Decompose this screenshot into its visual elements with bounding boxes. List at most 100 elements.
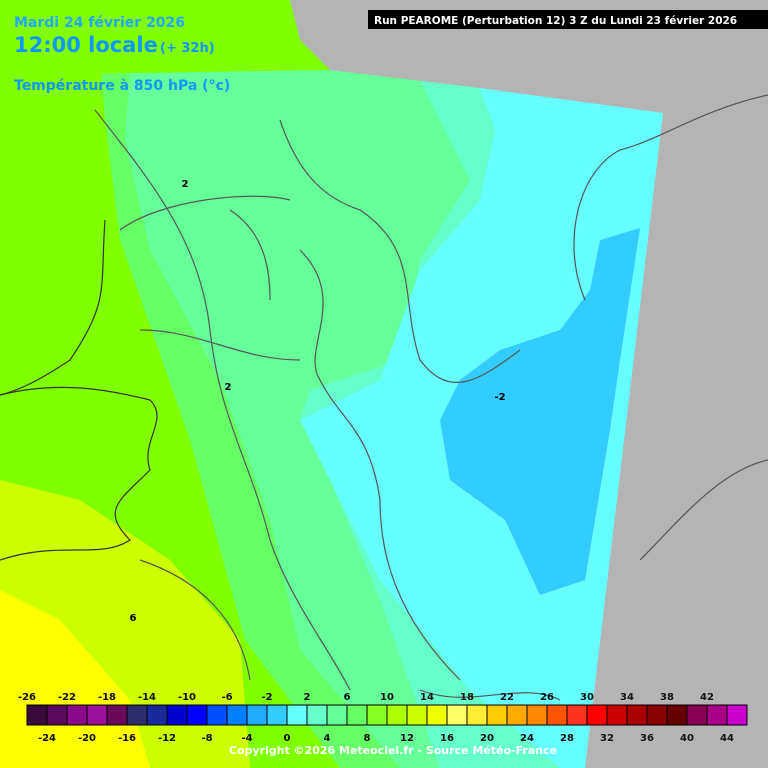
border-line	[139, 559, 561, 701]
legend-tick-label: 16	[440, 733, 454, 744]
legend-tick-label: 18	[460, 692, 474, 703]
legend-swatch	[226, 704, 248, 726]
legend-swatch	[46, 704, 68, 726]
legend-swatch	[346, 704, 368, 726]
border-line	[229, 209, 461, 681]
legend-swatch	[506, 704, 528, 726]
legend-tick-label: -20	[78, 733, 96, 744]
legend-tick-label: -24	[38, 733, 56, 744]
legend-swatch	[386, 704, 408, 726]
run-box	[368, 10, 768, 29]
border-line	[119, 195, 301, 361]
legend-tick-label: -26	[18, 692, 36, 703]
legend-swatch	[146, 704, 168, 726]
legend-tick-label: 40	[680, 733, 694, 744]
lead-time: (+ 32h)	[160, 41, 215, 56]
legend-tick-label: 26	[540, 692, 554, 703]
run-info: Run PEAROME (Perturbation 12) 3 Z du Lun…	[374, 15, 737, 27]
legend-swatch	[686, 704, 708, 726]
legend-tick-label: 12	[400, 733, 414, 744]
legend-tick-label: -18	[98, 692, 116, 703]
legend-tick-label: -4	[241, 733, 252, 744]
contour-label: 2	[182, 179, 189, 190]
legend-swatch	[526, 704, 548, 726]
legend-tick-label: 4	[324, 733, 331, 744]
border-line	[94, 109, 351, 691]
legend-swatch	[286, 704, 308, 726]
legend-swatch	[26, 704, 48, 726]
legend-swatch	[546, 704, 568, 726]
legend-swatch	[366, 704, 388, 726]
legend-tick-label: 38	[660, 692, 674, 703]
legend-tick-label: 28	[560, 733, 574, 744]
legend-swatch	[466, 704, 488, 726]
legend-swatch	[66, 704, 88, 726]
legend-swatch	[326, 704, 348, 726]
legend-tick-label: 2	[304, 692, 311, 703]
legend-swatch	[406, 704, 428, 726]
border-line	[573, 94, 768, 561]
legend-swatch	[106, 704, 128, 726]
legend-swatch	[666, 704, 688, 726]
legend-swatch	[486, 704, 508, 726]
legend-swatch	[446, 704, 468, 726]
legend-tick-label: -16	[118, 733, 136, 744]
legend-tick-label: -10	[178, 692, 196, 703]
legend-swatch	[626, 704, 648, 726]
legend-tick-label: 22	[500, 692, 514, 703]
legend-swatch	[646, 704, 668, 726]
legend: -26-24-22-20-18-16-14-12-10-8-6-4-202468…	[18, 692, 748, 744]
legend-tick-label: -14	[138, 692, 156, 703]
legend-swatch	[126, 704, 148, 726]
zone	[0, 0, 330, 75]
legend-tick-label: -8	[201, 733, 212, 744]
date: Mardi 24 février 2026	[14, 15, 185, 31]
legend-swatch	[726, 704, 748, 726]
legend-swatch	[166, 704, 188, 726]
legend-swatch	[266, 704, 288, 726]
legend-swatch	[706, 704, 728, 726]
legend-swatch	[186, 704, 208, 726]
borders	[0, 94, 768, 701]
legend-tick-label: 42	[700, 692, 714, 703]
legend-tick-label: 6	[344, 692, 351, 703]
legend-swatch	[306, 704, 328, 726]
coastline	[0, 386, 158, 561]
legend-tick-label: 32	[600, 733, 614, 744]
legend-tick-label: 24	[520, 733, 534, 744]
legend-swatch	[426, 704, 448, 726]
legend-swatch	[606, 704, 628, 726]
legend-tick-label: -12	[158, 733, 176, 744]
legend-tick-label: 14	[420, 692, 434, 703]
copyright: Copyright ©2026 Meteociel.fr - Source Mé…	[229, 744, 557, 757]
legend-tick-label: 8	[364, 733, 371, 744]
legend-tick-label: 10	[380, 692, 394, 703]
legend-swatch	[86, 704, 108, 726]
legend-swatch	[586, 704, 608, 726]
legend-tick-label: 0	[284, 733, 291, 744]
legend-swatch	[206, 704, 228, 726]
legend-tick-label: 44	[720, 733, 734, 744]
legend-tick-label: 36	[640, 733, 654, 744]
legend-tick-label: 30	[580, 692, 594, 703]
contour-label: 2	[225, 382, 232, 393]
contour-labels: 2 2 -2 6	[130, 179, 506, 624]
legend-tick-label: -2	[261, 692, 272, 703]
contour-label: 6	[130, 613, 137, 624]
legend-swatch	[566, 704, 588, 726]
legend-tick-label: -6	[221, 692, 232, 703]
field-name: Température à 850 hPa (°c)	[14, 78, 230, 94]
coastline	[0, 219, 106, 396]
outside-domain	[290, 0, 768, 768]
legend-tick-label: -22	[58, 692, 76, 703]
legend-tick-label: 34	[620, 692, 634, 703]
legend-swatch	[246, 704, 268, 726]
zone	[440, 228, 640, 595]
contour-label: -2	[494, 392, 505, 403]
border-line	[279, 119, 521, 383]
time: 12:00 locale	[14, 33, 158, 57]
legend-tick-label: 20	[480, 733, 494, 744]
